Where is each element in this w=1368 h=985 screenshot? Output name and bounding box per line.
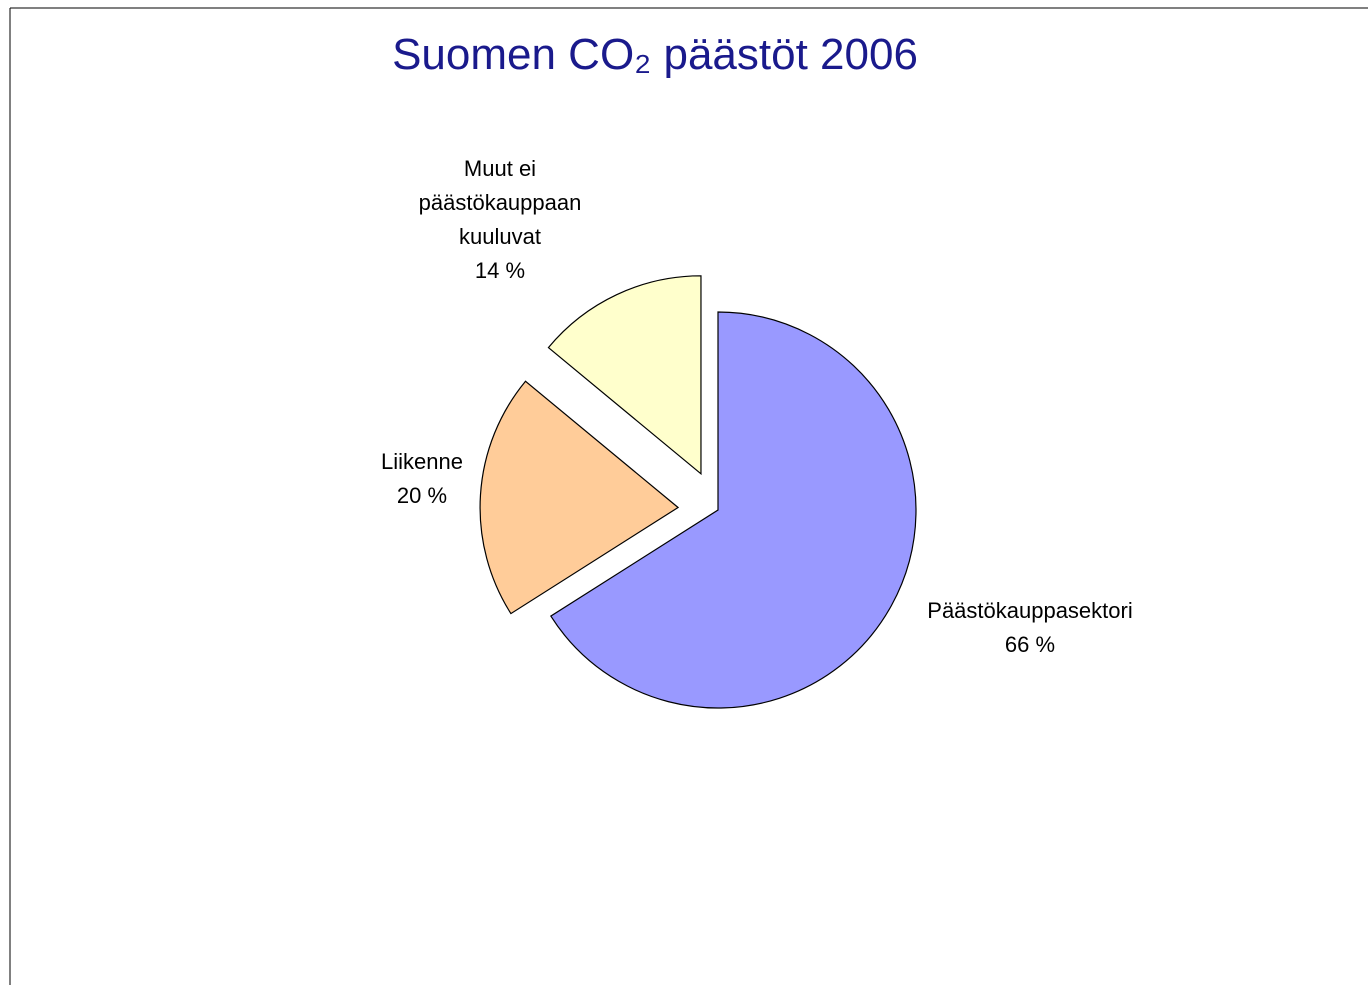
- pie-slice: [547, 275, 702, 476]
- chart-title: Suomen CO₂ päästöt 2006: [392, 30, 918, 79]
- slice-value: 20 %: [396, 483, 448, 508]
- slice-label: Päästökauppasektori 66 %: [880, 594, 1180, 662]
- slice-label: Liikenne 20 %: [322, 445, 522, 513]
- pie-slice: [549, 311, 917, 709]
- pie-slice: [479, 380, 680, 615]
- slice-label: Muut ei päästökauppaan kuuluvat 14 %: [380, 152, 620, 288]
- pie: [479, 275, 917, 709]
- slice-value: 66 %: [1004, 632, 1056, 657]
- slice-name: Liikenne: [381, 449, 463, 474]
- slice-name: Päästökauppasektori: [927, 598, 1133, 623]
- slice-name: Muut ei päästökauppaan kuuluvat: [418, 156, 582, 249]
- slice-value: 14 %: [474, 258, 526, 283]
